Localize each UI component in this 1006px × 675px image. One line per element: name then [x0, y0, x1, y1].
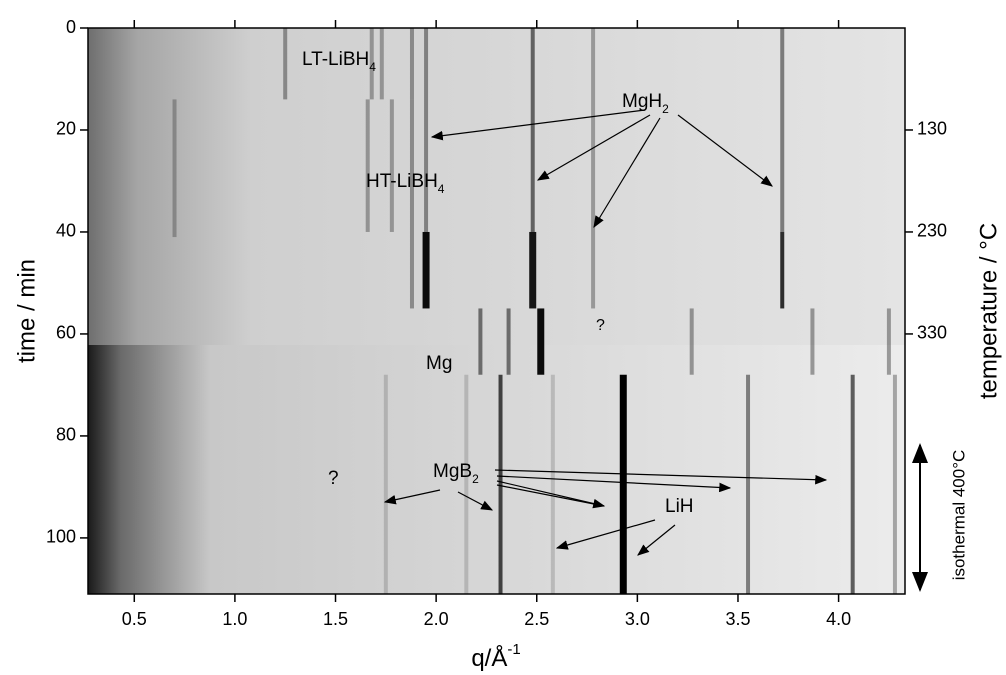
x-tick-label: 0.5: [122, 609, 147, 629]
reflection: [529, 231, 537, 309]
reflection: [591, 28, 596, 309]
reflection: [886, 308, 891, 375]
reflection: [550, 374, 555, 594]
annotation-sub: 4: [438, 182, 445, 196]
annotation: ?: [328, 468, 339, 489]
reflection: [892, 374, 897, 594]
y-tick-label: 80: [56, 425, 76, 445]
x-axis-label-text: q/Å: [471, 644, 507, 672]
reflection: [478, 308, 483, 375]
reflection: [369, 28, 374, 100]
annotation-sub: 2: [472, 472, 479, 486]
background: [88, 28, 905, 348]
x-tick-label: 1.0: [222, 609, 247, 629]
reflection: [365, 99, 370, 232]
reflection: [498, 374, 503, 594]
reflection: [409, 28, 414, 100]
reflection: [746, 374, 751, 594]
reflection: [422, 231, 430, 309]
annotation-text: MgB: [433, 461, 472, 482]
reflection: [379, 28, 384, 100]
annotation: Mg: [426, 353, 452, 374]
annotation-sub: 2: [662, 102, 669, 116]
reflection: [283, 28, 288, 100]
reflection: [383, 374, 388, 594]
y-tick-label: 40: [56, 221, 76, 241]
reflection: [389, 99, 394, 232]
y-tick-label: 60: [56, 323, 76, 343]
reflection: [850, 374, 855, 594]
isothermal-label: isothermal 400°C: [949, 450, 968, 581]
arrows: [383, 109, 928, 592]
annotation: ?: [596, 317, 605, 334]
frame: [87, 27, 906, 595]
annotation-text: LT-LiBH: [302, 49, 369, 70]
reflection: [780, 231, 785, 309]
reflection: [810, 308, 815, 375]
reflection: [780, 28, 785, 232]
annotation: MgB2: [433, 461, 479, 486]
x-tick-label: 3.0: [625, 609, 650, 629]
reflection: [424, 28, 429, 232]
reflection: [172, 99, 177, 238]
y2-axis-label: temperature / °C: [975, 223, 1002, 399]
reflection: [619, 374, 627, 594]
x-axis-label-sup: -1: [507, 641, 520, 658]
annotation: HT-LiBH4: [366, 171, 445, 196]
x-tick-label: 1.5: [323, 609, 348, 629]
reflection: [537, 308, 545, 375]
y-tick-label: 0: [66, 17, 76, 37]
y-tick-label: 20: [56, 119, 76, 139]
reflection: [409, 99, 414, 309]
y2-tick-label: 330: [917, 323, 947, 343]
plot-area: [88, 28, 905, 594]
x-axis-label: q/Å-1: [471, 641, 520, 672]
reflection: [689, 308, 694, 375]
x-tick-label: 4.0: [826, 609, 851, 629]
x-tick-label: 2.0: [424, 609, 449, 629]
annotation: MgH2: [622, 91, 669, 116]
annotation: LiH: [665, 496, 694, 517]
reflection: [530, 28, 535, 232]
reflection: [464, 374, 469, 594]
y2-tick-label: 130: [917, 119, 947, 139]
y-tick-label: 100: [46, 527, 76, 547]
annotation: LT-LiBH4: [302, 49, 376, 74]
annotation-sub: 4: [369, 60, 376, 74]
x-tick-label: 3.5: [725, 609, 750, 629]
x-tick-label: 2.5: [524, 609, 549, 629]
annotation-text: HT-LiBH: [366, 171, 438, 192]
reflection: [506, 308, 511, 375]
y-axis-label: time / min: [13, 259, 40, 363]
y2-tick-label: 230: [917, 221, 947, 241]
annotation-text: MgH: [622, 91, 662, 112]
